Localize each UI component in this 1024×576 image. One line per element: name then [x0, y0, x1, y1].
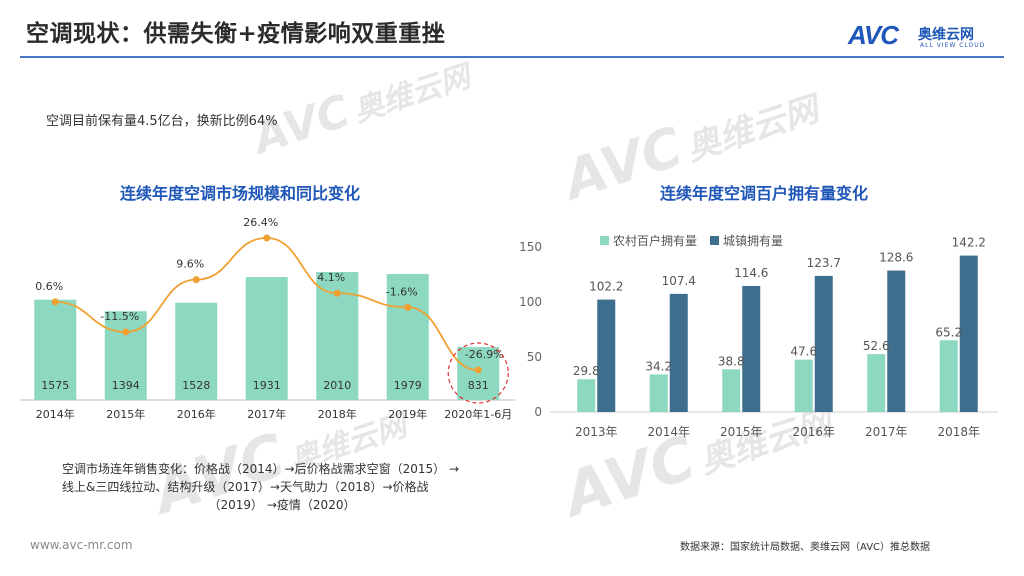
bar-value-label: 831: [468, 379, 489, 392]
urban-value-label: 114.6: [734, 266, 768, 280]
bar-urban: [814, 275, 833, 412]
bar-value-label: 1528: [182, 379, 210, 392]
bar-rural: [794, 359, 813, 412]
logo-name: 奥维云网: [918, 27, 974, 43]
x-tick-label: 2015年: [720, 425, 763, 439]
rural-value-label: 38.8: [718, 354, 745, 368]
y-tick-label: 150: [520, 240, 542, 254]
rural-value-label: 29.8: [573, 364, 600, 378]
bar-value-label: 2010: [323, 379, 351, 392]
logo-tagline: ALL VIEW CLOUD: [920, 42, 986, 49]
yoy-label: 9.6%: [176, 258, 204, 271]
market-size-chart: 1575 2014年 1394 2015年 1528 2016年 1931 2017年 2010…: [20, 216, 515, 421]
ownership-chart: 0 50 100 150 29.8 102.2 2013年 34.2 107.4 2014年 38.…: [520, 233, 998, 439]
logo-mark: AVC: [848, 20, 899, 50]
yoy-label: 0.6%: [35, 280, 63, 293]
rural-value-label: 34.2: [645, 359, 672, 373]
yoy-point: [404, 303, 412, 311]
data-source: 数据来源：国家统计局数据、奥维云网（AVC）推总数据: [680, 542, 931, 553]
bar-rural: [577, 379, 596, 412]
bar-urban: [887, 270, 906, 412]
yoy-label: 4.1%: [317, 271, 345, 284]
page-title: 空调现状：供需失衡+疫情影响双重重挫: [26, 21, 446, 47]
y-tick-label: 0: [534, 405, 542, 419]
website-url: www.avc-mr.com: [30, 538, 133, 552]
legend-swatch-rural: [600, 236, 609, 245]
yoy-label: -26.9%: [465, 348, 504, 361]
yoy-point: [122, 328, 130, 336]
watermark-text: 奥维云网: [681, 89, 824, 170]
bar-rural: [722, 369, 741, 412]
avc-logo: AVC 奥维云网 ALL VIEW CLOUD: [848, 20, 998, 52]
note-line: （2019） →疫情（2020）: [208, 498, 356, 512]
urban-value-label: 102.2: [589, 280, 623, 294]
title-divider: [20, 56, 1004, 58]
urban-value-label: 107.4: [662, 274, 696, 288]
rural-value-label: 65.2: [935, 325, 962, 339]
legend-label-rural: 农村百户拥有量: [613, 233, 697, 248]
x-tick-label: 2018年: [318, 407, 357, 421]
urban-value-label: 123.7: [807, 256, 841, 270]
stock-stat: 空调目前保有量4.5亿台，换新比例64%: [46, 114, 278, 129]
x-tick-label: 2017年: [247, 407, 286, 421]
rural-value-label: 47.6: [790, 345, 817, 359]
x-tick-label: 2016年: [177, 407, 216, 421]
x-tick-label: 2018年: [937, 425, 980, 439]
note-line: 线上&三四线拉动、结构升级（2017）→天气助力（2018）→价格战: [62, 480, 429, 494]
legend-swatch-urban: [710, 236, 719, 245]
bar: [386, 273, 429, 400]
yoy-label: -11.5%: [100, 310, 139, 323]
bar-urban: [669, 293, 688, 412]
bar: [245, 277, 288, 400]
x-tick-label: 2014年: [647, 425, 690, 439]
urban-value-label: 128.6: [879, 251, 913, 265]
x-tick-label: 2020年1-6月: [444, 407, 512, 421]
y-tick-label: 50: [527, 350, 542, 364]
bar-urban: [597, 299, 616, 412]
bar-urban: [742, 285, 761, 412]
urban-value-label: 142.2: [952, 236, 986, 250]
rural-value-label: 52.6: [863, 339, 890, 353]
highlight-circle: [447, 342, 509, 404]
bar-value-label: 1394: [112, 379, 140, 392]
y-tick-label: 100: [520, 295, 542, 309]
x-tick-label: 2016年: [792, 425, 835, 439]
x-tick-label: 2013年: [575, 425, 618, 439]
yoy-point: [263, 234, 271, 242]
yoy-point: [192, 276, 200, 284]
x-tick-label: 2019年: [388, 407, 427, 421]
sales-note: 空调市场连年销售变化：价格战（2014）→后价格战需求空窗（2015） → 线上…: [62, 460, 502, 514]
watermark-text: 奥维云网: [349, 59, 475, 130]
bar-value-label: 1931: [253, 379, 281, 392]
chart-title: 连续年度空调市场规模和同比变化: [120, 184, 361, 203]
yoy-label: -1.6%: [386, 285, 418, 298]
bar-urban: [959, 255, 978, 412]
note-line: 空调市场连年销售变化：价格战（2014）→后价格战需求空窗（2015） →: [62, 462, 460, 476]
bar: [175, 302, 218, 400]
yoy-point: [333, 289, 341, 297]
watermark: AVC 奥维云网: [248, 47, 476, 164]
bar-value-label: 1575: [41, 379, 69, 392]
yoy-point: [474, 366, 482, 374]
bar-value-label: 1979: [394, 379, 422, 392]
x-tick-label: 2015年: [106, 407, 145, 421]
x-tick-label: 2017年: [865, 425, 908, 439]
bar-rural: [867, 354, 886, 412]
bar: [34, 299, 77, 400]
chart-title: 连续年度空调百户拥有量变化: [660, 184, 869, 203]
yoy-point: [51, 298, 59, 306]
yoy-label: 26.4%: [243, 216, 278, 229]
x-tick-label: 2014年: [36, 407, 75, 421]
legend-label-urban: 城镇拥有量: [723, 234, 783, 248]
bar: [104, 311, 147, 400]
bar: [457, 347, 500, 400]
bar-rural: [939, 340, 958, 412]
bar-rural: [649, 374, 668, 412]
